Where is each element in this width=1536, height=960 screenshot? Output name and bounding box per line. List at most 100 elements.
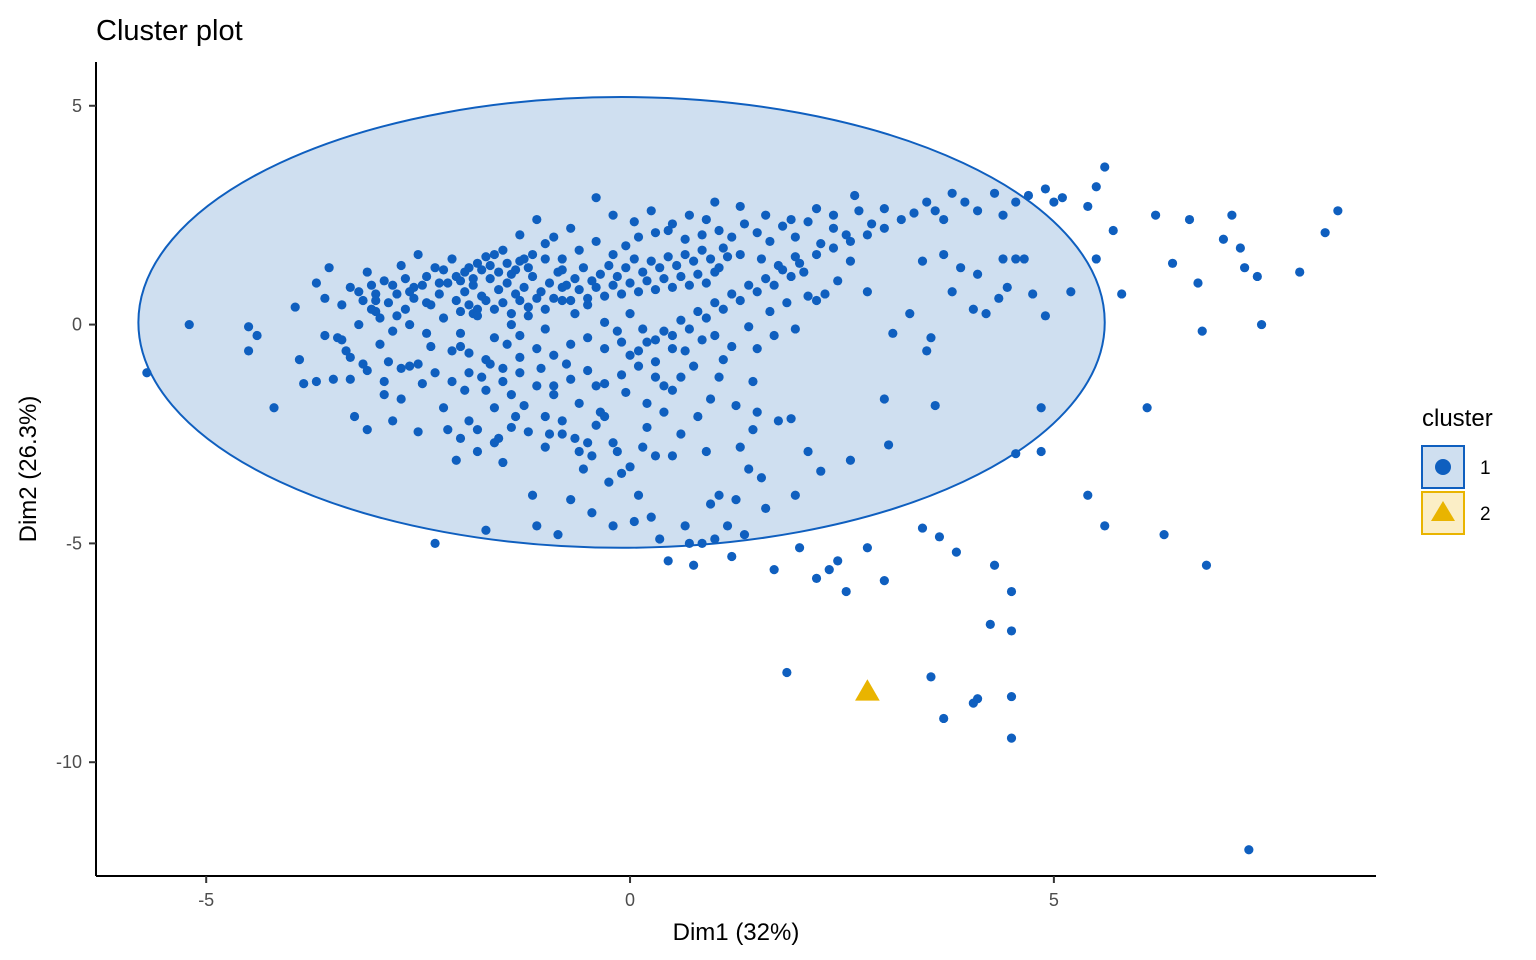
data-point-cluster-1 — [519, 282, 529, 292]
data-point-cluster-1 — [379, 276, 389, 286]
data-point-cluster-1 — [752, 228, 762, 238]
data-point-cluster-1 — [523, 311, 533, 321]
data-point-cluster-1 — [464, 300, 474, 310]
data-point-cluster-1 — [989, 560, 1000, 570]
data-point-cluster-1 — [947, 287, 957, 297]
data-point-cluster-1 — [765, 306, 775, 317]
data-point-cluster-1 — [1091, 254, 1101, 264]
data-point-cluster-1 — [769, 565, 779, 575]
data-point-cluster-1 — [642, 276, 652, 286]
data-point-cluster-1 — [583, 438, 593, 448]
data-point-cluster-1 — [778, 265, 788, 275]
data-point-cluster-1 — [489, 403, 500, 413]
data-point-cluster-1 — [718, 304, 728, 314]
data-point-cluster-1 — [748, 376, 758, 387]
data-point-cluster-1 — [451, 295, 461, 306]
data-point-cluster-1 — [972, 694, 983, 704]
data-point-cluster-1 — [400, 274, 411, 284]
data-point-cluster-1 — [663, 252, 673, 262]
data-point-cluster-1 — [540, 324, 550, 334]
data-point-cluster-1 — [841, 586, 851, 597]
data-point-cluster-1 — [362, 365, 372, 376]
data-point-cluster-1 — [485, 274, 495, 284]
data-point-cluster-1 — [515, 230, 525, 240]
data-point-cluster-1 — [689, 361, 699, 371]
data-point-cluster-1 — [1040, 311, 1051, 321]
data-point-cluster-1 — [481, 295, 491, 306]
data-point-cluster-1 — [362, 425, 372, 435]
data-point-cluster-1 — [1333, 206, 1343, 216]
data-point-cluster-1 — [252, 330, 262, 341]
data-point-cluster-1 — [642, 337, 652, 347]
data-point-cluster-1 — [243, 322, 254, 332]
data-point-cluster-1 — [405, 287, 415, 297]
data-point-cluster-1 — [417, 379, 427, 389]
data-point-cluster-1 — [850, 190, 860, 201]
data-point-cluster-1 — [379, 390, 389, 400]
data-point-cluster-1 — [799, 267, 809, 277]
data-point-cluster-1 — [697, 230, 707, 240]
data-point-cluster-1 — [502, 278, 512, 288]
data-point-cluster-1 — [820, 289, 830, 299]
data-point-cluster-1 — [1066, 287, 1076, 297]
data-point-cluster-1 — [557, 429, 567, 439]
data-point-cluster-1 — [761, 274, 771, 284]
data-point-cluster-1 — [939, 713, 949, 724]
data-point-cluster-1 — [646, 512, 656, 522]
data-point-cluster-1 — [756, 473, 767, 483]
data-point-cluster-1 — [862, 287, 872, 297]
data-point-cluster-1 — [1011, 197, 1021, 207]
data-point-cluster-1 — [710, 330, 720, 341]
data-point-cluster-1 — [489, 249, 500, 260]
data-point-cluster-1 — [828, 243, 839, 253]
data-point-cluster-1 — [540, 254, 550, 264]
data-point-cluster-1 — [1002, 282, 1012, 292]
data-point-cluster-1 — [498, 457, 508, 468]
data-point-cluster-1 — [438, 313, 449, 323]
data-point-cluster-1 — [718, 354, 728, 365]
data-point-cluster-1 — [638, 324, 648, 334]
data-point-cluster-1 — [506, 422, 516, 433]
data-point-cluster-1 — [650, 372, 661, 382]
data-point-cluster-1 — [1083, 490, 1093, 500]
data-point-cluster-1 — [947, 188, 957, 198]
data-point-cluster-1 — [1151, 210, 1161, 220]
x-tick-label: -5 — [198, 890, 214, 910]
data-point-cluster-1 — [650, 357, 661, 367]
data-point-cluster-1 — [811, 249, 822, 260]
data-point-cluster-1 — [511, 411, 521, 422]
data-point-cluster-1 — [786, 271, 796, 282]
data-point-cluster-1 — [680, 521, 690, 531]
data-point-cluster-1 — [587, 451, 597, 461]
data-point-cluster-1 — [744, 322, 754, 332]
data-point-cluster-1 — [608, 249, 618, 260]
data-point-cluster-1 — [612, 446, 622, 457]
data-point-cluster-1 — [371, 295, 381, 306]
data-point-cluster-1 — [464, 348, 474, 358]
data-point-cluster-1 — [460, 267, 470, 277]
y-tick-label: -5 — [66, 533, 82, 553]
data-point-cluster-1 — [392, 289, 402, 299]
data-point-cluster-1 — [756, 254, 767, 264]
data-point-cluster-1 — [519, 400, 529, 411]
data-point-cluster-1 — [523, 302, 533, 312]
data-point-cluster-1 — [667, 330, 678, 341]
data-point-cluster-1 — [570, 274, 580, 284]
data-point-cluster-1 — [710, 267, 720, 277]
data-point-cluster-1 — [735, 201, 745, 212]
data-point-cluster-1 — [985, 619, 995, 629]
data-point-cluster-1 — [922, 197, 932, 207]
data-point-cluster-1 — [1083, 201, 1093, 212]
data-point-cluster-1 — [1142, 403, 1152, 413]
data-point-cluster-1 — [489, 438, 500, 448]
data-point-cluster-1 — [464, 368, 474, 378]
data-point-cluster-1 — [625, 462, 635, 472]
data-point-cluster-1 — [989, 188, 1000, 198]
data-point-cluster-1 — [608, 438, 618, 448]
data-point-cluster-1 — [523, 263, 533, 273]
data-point-cluster-1 — [879, 223, 889, 233]
data-point-cluster-1 — [672, 260, 682, 271]
data-point-cluster-1 — [663, 225, 673, 236]
data-point-cluster-1 — [396, 394, 406, 404]
data-point-cluster-1 — [803, 446, 813, 457]
